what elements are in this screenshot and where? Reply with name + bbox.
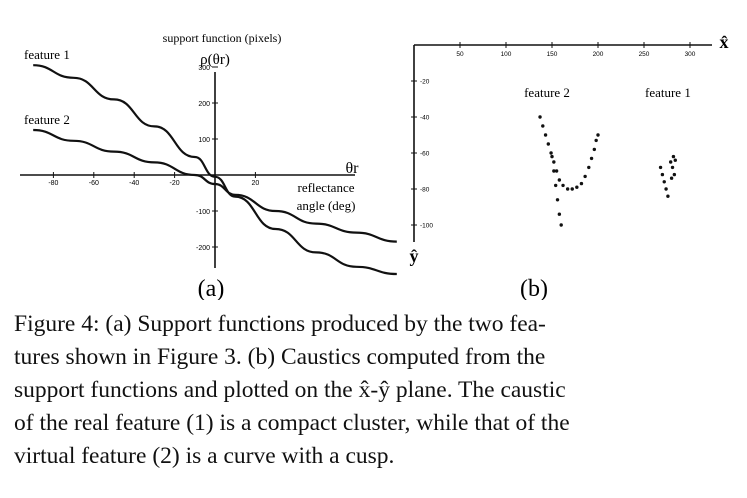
panel-a-y-symbol: ρ(θr) [200, 52, 230, 68]
panel-b-series-2-point [658, 165, 663, 170]
panel-b-y-tick-label: -100 [420, 223, 433, 230]
panel-b-series-1-point [553, 183, 558, 188]
panel-b-x-symbol: x̂ [720, 32, 729, 52]
panel-b-series-2-point [669, 176, 674, 180]
panel-a-x-tick-label: -80 [48, 180, 58, 187]
figure-4: support function (pixels) ρ(θr) θr refle… [20, 31, 729, 300]
panel-b-series [538, 115, 677, 227]
panel-b-x-tick-label: 250 [639, 51, 650, 58]
figure-caption: Figure 4: (a) Support functions produced… [14, 308, 734, 473]
panel-b-y-tick-label: -80 [420, 187, 430, 194]
panel-b-series-1-point [565, 187, 570, 191]
panel-a-y-tick-label: 200 [198, 101, 210, 108]
panel-b-series-1-point [541, 124, 545, 128]
panel-b-x-tick-label: 100 [501, 51, 512, 58]
panel-a-series-line-1 [33, 64, 397, 276]
panel-a-ticks: -80 -60 -40 -20 20 300 200 100 -100 -200 [48, 65, 259, 252]
panel-a-series-line-2 [33, 128, 397, 243]
panel-a-x-tick-label: -20 [170, 180, 180, 187]
panel-a-x-name-line2: angle (deg) [297, 198, 356, 213]
panel-b-axes [413, 44, 712, 242]
panel-b-series-2-point [673, 158, 677, 162]
panel-b-series-2-point [666, 194, 670, 198]
panel-b-series-2-point [660, 172, 665, 177]
panel-b-caustics-chart: x̂ ŷ (b) 50 100 150 200 250 300 -20 -40 -60 -80 -1… [410, 32, 729, 300]
panel-b-series-2-point [668, 160, 673, 164]
panel-a-x-tick-label: 20 [252, 180, 260, 187]
panel-b-series-1-point [557, 178, 562, 182]
panel-b-x-tick-label: 50 [456, 51, 464, 58]
panel-b-series-labels: feature 2 feature 1 [524, 85, 691, 100]
panel-b-series-1-point [583, 174, 587, 179]
panel-b-series-1-point [561, 183, 565, 188]
panel-a-series: feature 1 feature 2 [24, 47, 397, 276]
caption-line-4: of the real feature (1) is a compact clu… [14, 410, 570, 436]
panel-b-series-1-point [589, 156, 594, 161]
panel-b-y-tick-label: -40 [420, 115, 430, 122]
panel-b-series-2-point [672, 172, 677, 177]
caption-line-5: virtual feature (2) is a curve with a cu… [14, 443, 395, 469]
panel-b-label: (b) [520, 276, 548, 300]
panel-a-x-symbol: θr [346, 160, 360, 177]
panel-b-series-1-point [575, 185, 579, 189]
panel-b-series-1-point [549, 151, 553, 155]
panel-b-series-1-point [555, 198, 560, 202]
panel-b-series-1-point [596, 133, 600, 137]
panel-b-series-label-1: feature 2 [524, 85, 570, 100]
panel-a-axes [20, 72, 355, 268]
panel-b-series-1-point [554, 169, 559, 173]
panel-b-series-1-point [594, 138, 598, 143]
panel-b-series-2-point [670, 165, 675, 170]
panel-a-y-tick-label: 100 [198, 137, 210, 144]
panel-b-series-1-point [587, 165, 591, 170]
panel-b-series-2-point [662, 180, 666, 184]
panel-b-series-1-point [538, 115, 542, 119]
panel-b-series-1-point [570, 187, 574, 191]
panel-b-series-1-point [559, 223, 563, 227]
panel-a-y-tick-label: -100 [196, 209, 210, 216]
panel-b-series-2-point [671, 154, 676, 159]
panel-a-support-function-chart: support function (pixels) ρ(θr) θr refle… [20, 31, 397, 300]
caption-line-3: support functions and plotted on the x̂-… [14, 377, 566, 403]
panel-b-x-tick-label: 150 [547, 51, 558, 58]
panel-a-x-name-line1: reflectance [297, 180, 354, 195]
caption-line-1: Figure 4: (a) Support functions produced… [14, 311, 546, 337]
panel-b-x-tick-label: 200 [593, 51, 604, 58]
panel-a-series-label-1: feature 1 [24, 47, 70, 62]
caption-line-2: tures shown in Figure 3. (b) Caustics co… [14, 344, 546, 370]
panel-a-x-tick-label: -60 [89, 180, 99, 187]
panel-b-series-1-point [592, 147, 597, 152]
panel-a-y-tick-label: -200 [196, 245, 210, 252]
panel-b-series-1-point [552, 169, 556, 173]
panel-b-series-1-point [543, 133, 548, 137]
panel-b-x-tick-label: 300 [685, 51, 696, 58]
panel-b-y-tick-label: -60 [420, 151, 430, 158]
panel-a-title: support function (pixels) [163, 31, 282, 45]
panel-b-series-label-2: feature 1 [645, 85, 691, 100]
panel-a-x-tick-label: -40 [129, 180, 139, 187]
panel-a-series-label-2: feature 2 [24, 112, 70, 127]
panel-b-series-1-point [579, 181, 584, 186]
panel-b-y-tick-label: -20 [420, 79, 430, 86]
panel-a-y-tick-label: 300 [198, 65, 210, 72]
panel-b-ticks: 50 100 150 200 250 300 -20 -40 -60 -80 -100 [411, 42, 696, 230]
panel-b-series-2-point [664, 187, 668, 191]
panel-b-series-1-point [550, 154, 554, 159]
panel-b-series-1-point [552, 160, 556, 164]
panel-b-series-1-point [546, 142, 551, 146]
panel-b-y-symbol: ŷ [410, 246, 419, 266]
panel-b-series-1-point [557, 212, 562, 216]
panel-a-label: (a) [198, 276, 225, 300]
